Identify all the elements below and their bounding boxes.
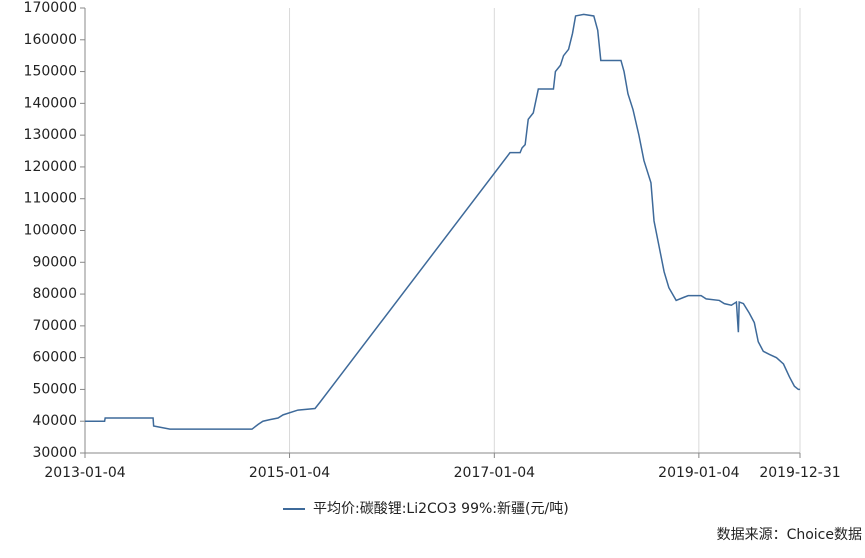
data-line xyxy=(85,13,800,430)
x-tick-label: 2013-01-04 xyxy=(44,465,125,481)
legend-label: 平均价:碳酸锂:Li2CO3 99%:新疆(元/吨) xyxy=(313,501,569,517)
y-tick-label: 110000 xyxy=(24,191,77,207)
y-tick-label: 120000 xyxy=(24,159,77,175)
y-tick-label: 60000 xyxy=(32,350,77,366)
y-tick-label: 100000 xyxy=(24,223,77,239)
x-tick-label: 2017-01-04 xyxy=(454,465,535,481)
y-tick-label: 140000 xyxy=(24,95,77,111)
x-tick-label: 2019-01-04 xyxy=(658,465,739,481)
y-tick-label: 70000 xyxy=(32,318,77,334)
y-tick-label: 160000 xyxy=(24,32,77,48)
y-tick-label: 130000 xyxy=(24,127,77,143)
y-tick-label: 150000 xyxy=(24,64,77,80)
y-tick-label: 30000 xyxy=(32,445,77,461)
y-tick-label: 90000 xyxy=(32,254,77,270)
source-note: 数据来源：Choice数据 xyxy=(717,527,862,543)
x-tick-label: 2015-01-04 xyxy=(249,465,330,481)
x-tick-label: 2019-12-31 xyxy=(759,465,840,481)
y-tick-label: 80000 xyxy=(32,286,77,302)
y-tick-label: 170000 xyxy=(24,0,77,16)
y-tick-label: 40000 xyxy=(32,413,77,429)
y-tick-label: 50000 xyxy=(32,381,77,397)
